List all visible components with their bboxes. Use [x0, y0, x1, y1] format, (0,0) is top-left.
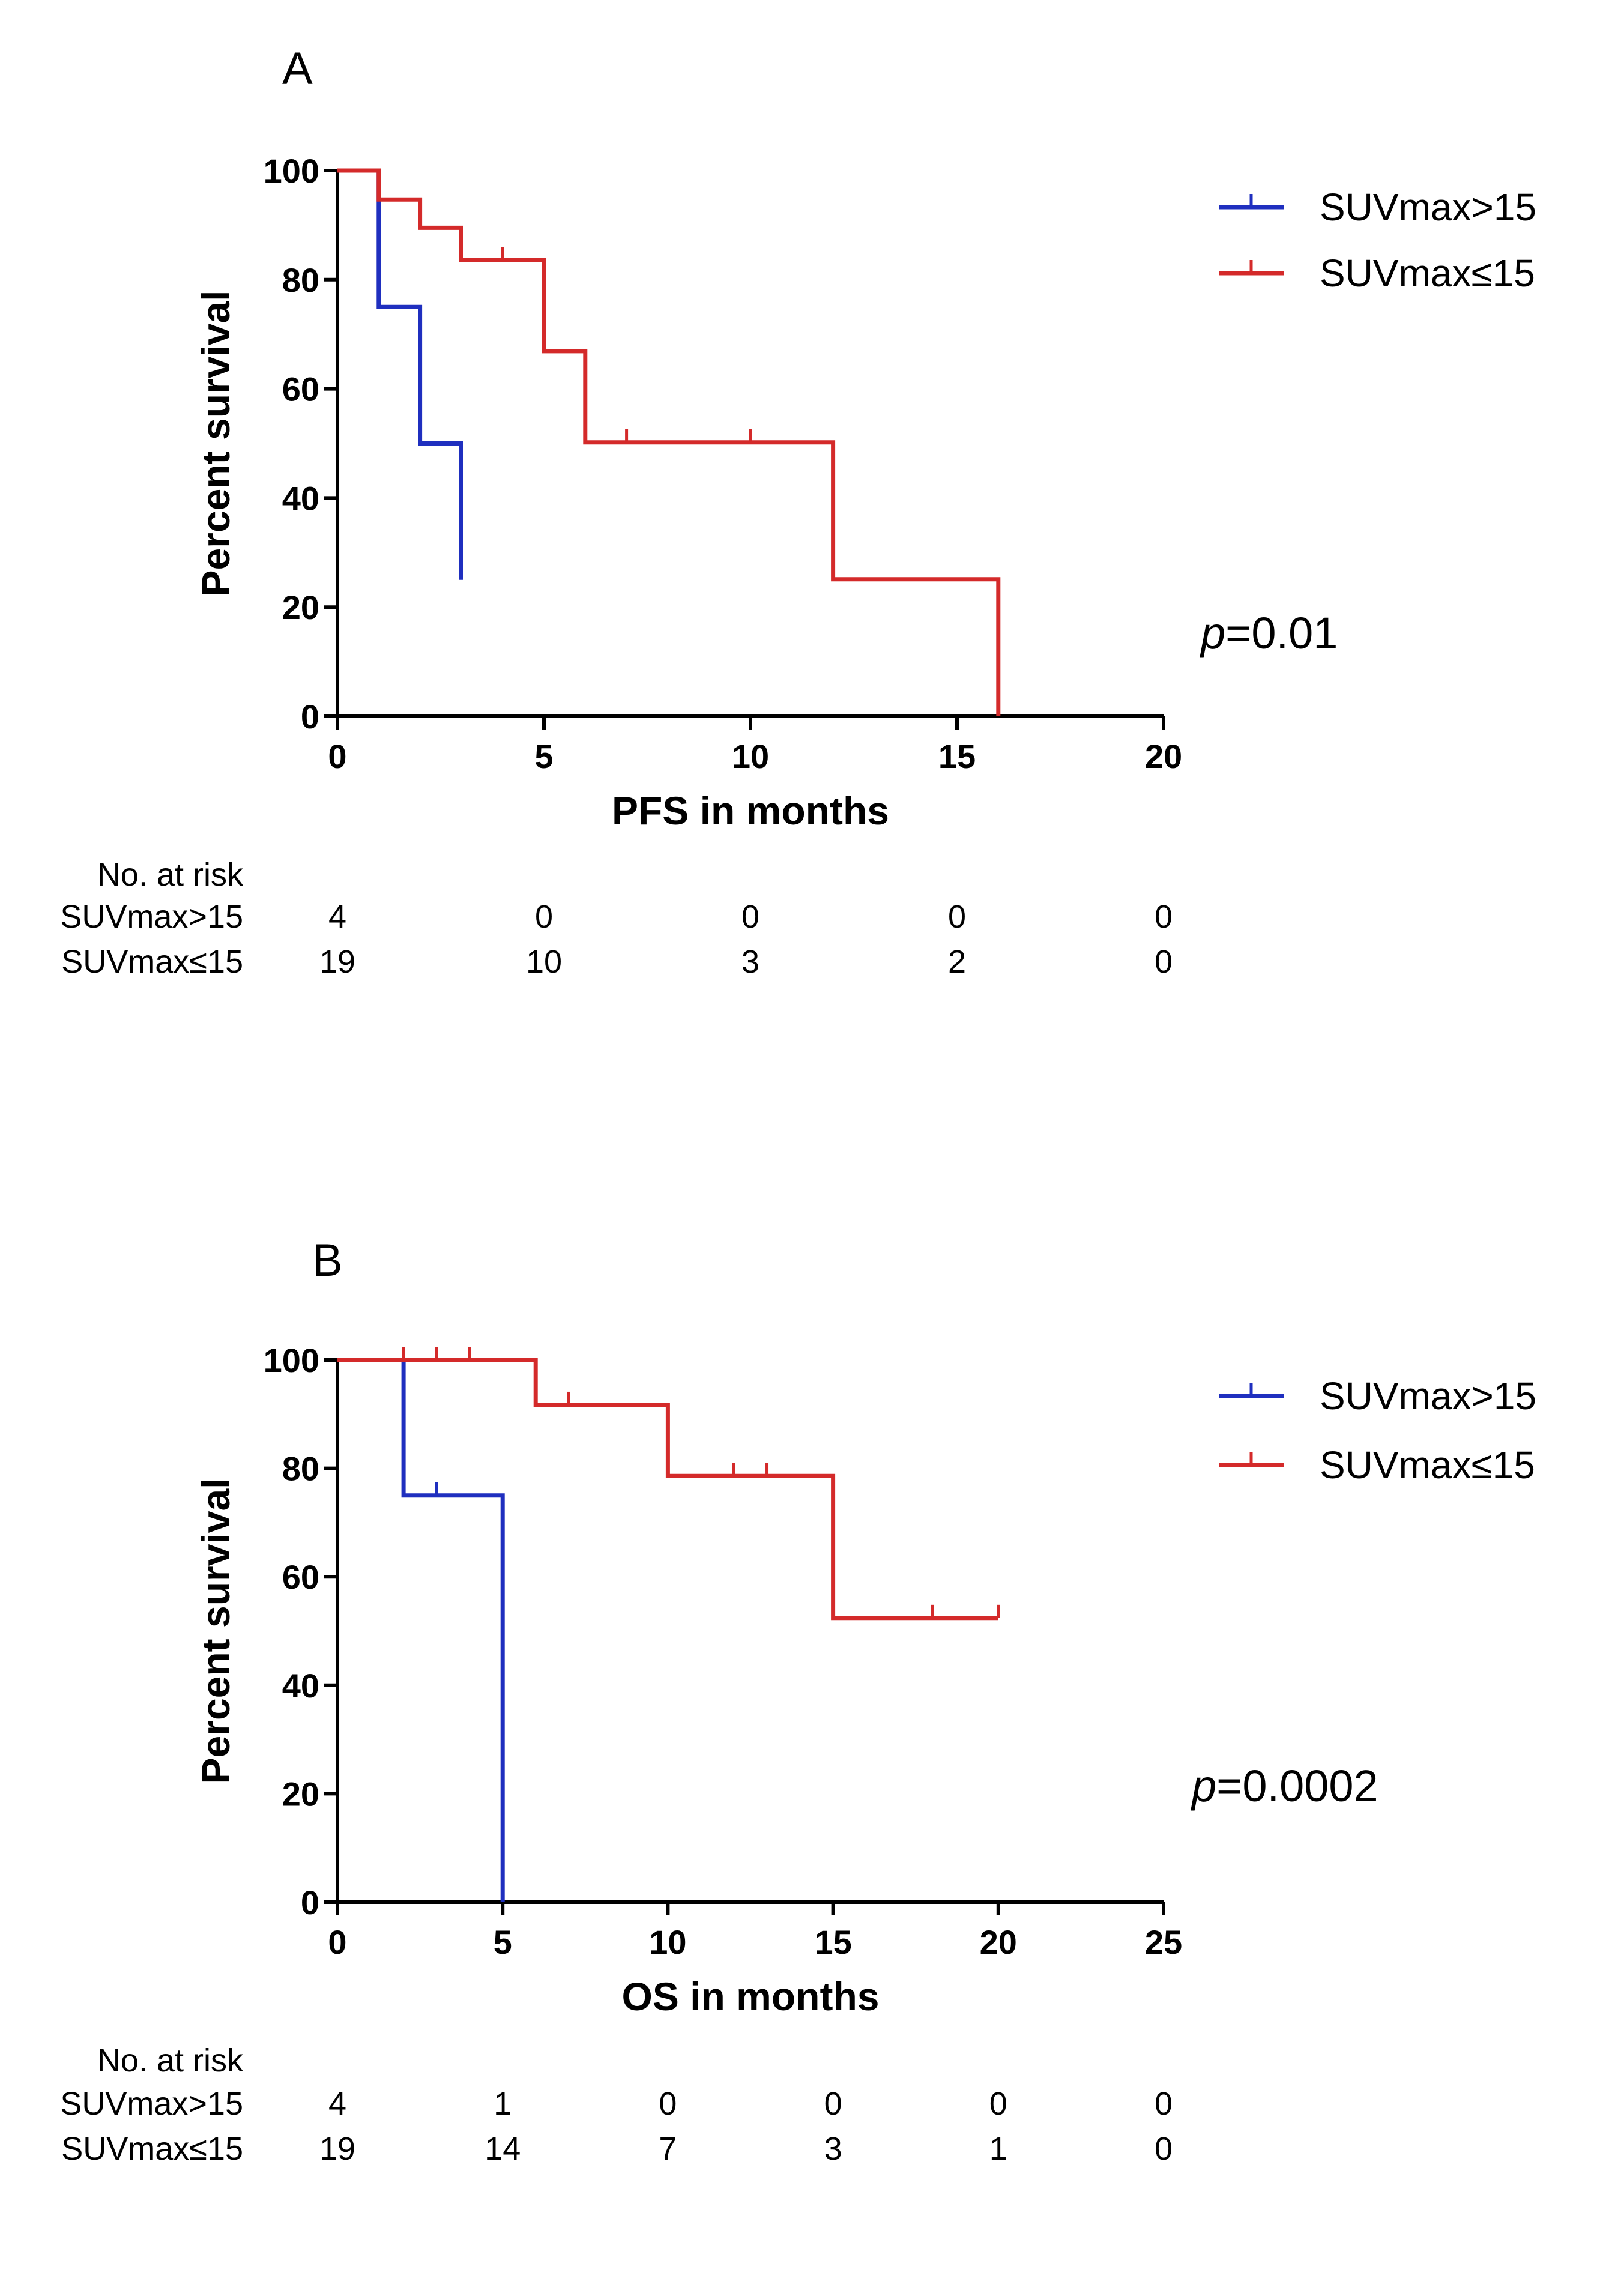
legend-label: SUVmax≤15 [1320, 1443, 1535, 1487]
x-tick-label: 10 [649, 1923, 686, 1961]
x-tick-label: 0 [328, 737, 346, 775]
series-1-curve [337, 1358, 998, 1621]
risk-value: 4 [328, 2086, 346, 2122]
risk-value: 0 [535, 899, 553, 935]
y-tick-label: 0 [301, 1884, 319, 1921]
risk-value: 19 [319, 944, 355, 980]
risk-value: 3 [741, 944, 759, 980]
y-tick-label: 20 [282, 588, 319, 626]
risk-value: 0 [824, 2086, 842, 2122]
y-tick-label: 60 [282, 1558, 319, 1596]
risk-value: 0 [741, 899, 759, 935]
x-tick-label: 10 [732, 737, 769, 775]
legend-label: SUVmax≤15 [1320, 252, 1535, 295]
p-value-number: =0.01 [1225, 608, 1338, 658]
risk-value: 14 [485, 2131, 521, 2167]
risk-row-label: SUVmax≤15 [61, 944, 243, 980]
y-tick-label: 20 [282, 1775, 319, 1813]
x-tick-label: 5 [534, 737, 553, 775]
risk-value: 0 [1155, 899, 1173, 935]
risk-row-label: SUVmax≤15 [61, 2131, 243, 2167]
risk-value: 19 [319, 2131, 355, 2167]
series-1-curve [337, 168, 1001, 716]
x-tick-label: 20 [1145, 737, 1182, 775]
x-tick-label: 15 [938, 737, 976, 775]
p-value-number: =0.0002 [1216, 1761, 1378, 1811]
x-tick-label: 25 [1145, 1923, 1182, 1961]
legend-label: SUVmax>15 [1320, 1374, 1536, 1418]
legend-label: SUVmax>15 [1320, 186, 1536, 229]
risk-value: 4 [328, 899, 346, 935]
risk-value: 7 [659, 2131, 677, 2167]
risk-row-label: SUVmax>15 [60, 2086, 243, 2122]
y-tick-label: 60 [282, 370, 319, 408]
series-0-curve [337, 1358, 505, 1902]
p-value-symbol: p [1191, 1761, 1216, 1811]
x-tick-label: 15 [814, 1923, 851, 1961]
x-tick-label: 20 [980, 1923, 1017, 1961]
risk-value: 0 [989, 2086, 1007, 2122]
risk-row-label: SUVmax>15 [60, 899, 243, 935]
panel-label: B [312, 1235, 343, 1286]
risk-value: 0 [1155, 2131, 1173, 2167]
risk-value: 0 [659, 2086, 677, 2122]
risk-value: 0 [1155, 944, 1173, 980]
x-axis-title: PFS in months [612, 788, 889, 833]
y-axis-title: Percent survival [193, 291, 238, 597]
series-0-curve [337, 168, 463, 580]
x-axis-title: OS in months [622, 1974, 880, 2019]
risk-value: 3 [824, 2131, 842, 2167]
p-value: p=0.0002 [1191, 1761, 1378, 1811]
y-tick-label: 80 [282, 1450, 319, 1488]
y-tick-label: 40 [282, 479, 319, 517]
risk-value: 2 [948, 944, 966, 980]
y-tick-label: 0 [301, 698, 319, 736]
risk-table-header: No. at risk [97, 2043, 244, 2079]
risk-value: 0 [948, 899, 966, 935]
risk-value: 1 [989, 2131, 1007, 2167]
y-tick-label: 80 [282, 261, 319, 299]
x-tick-label: 0 [328, 1923, 346, 1961]
y-tick-label: 100 [264, 1341, 319, 1379]
y-tick-label: 40 [282, 1667, 319, 1705]
x-tick-label: 5 [494, 1923, 512, 1961]
risk-value: 1 [494, 2086, 512, 2122]
p-value: p=0.01 [1200, 608, 1338, 658]
risk-table-header: No. at risk [97, 857, 244, 893]
p-value-symbol: p [1200, 608, 1225, 658]
risk-value: 0 [1155, 2086, 1173, 2122]
panel-label: A [282, 43, 313, 94]
y-tick-label: 100 [264, 152, 319, 190]
y-axis-title: Percent survival [193, 1478, 238, 1784]
risk-value: 10 [526, 944, 562, 980]
